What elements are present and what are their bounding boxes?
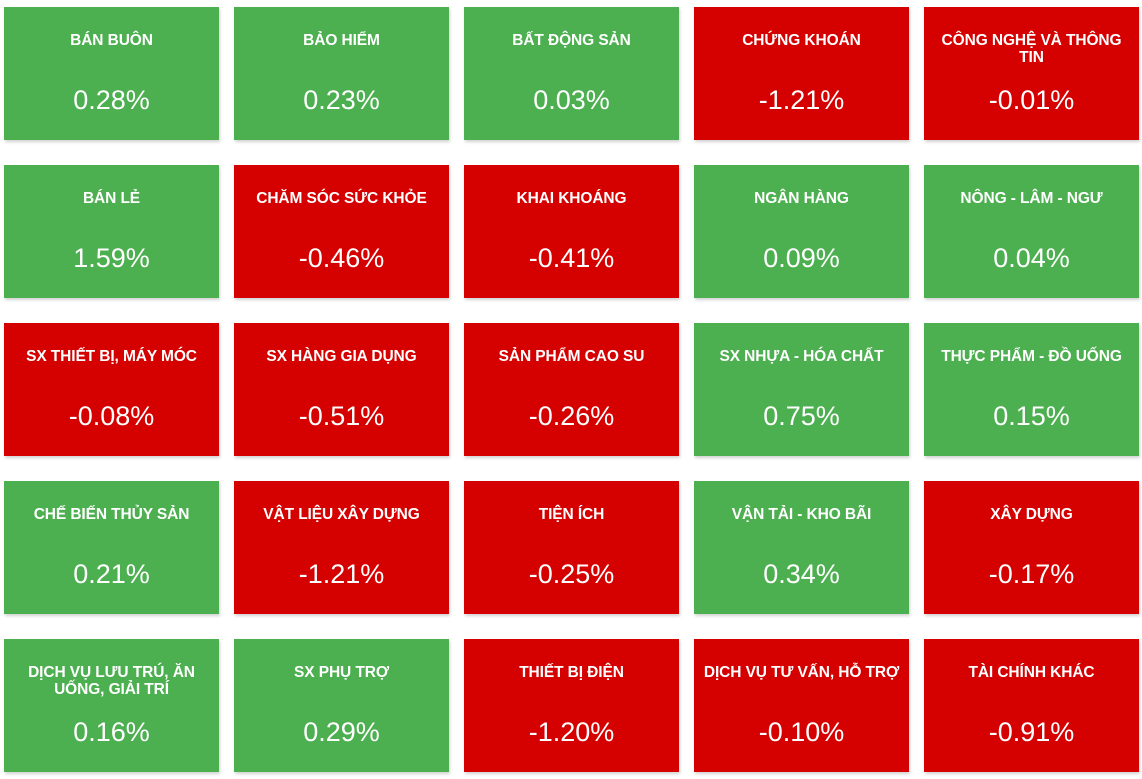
sector-tile[interactable]: TÀI CHÍNH KHÁC -0.91% [924, 639, 1139, 772]
sector-tile[interactable]: NÔNG - LÂM - NGƯ 0.04% [924, 165, 1139, 298]
sector-change: -0.25% [528, 559, 615, 589]
sector-name: KHAI KHOÁNG [516, 190, 627, 207]
sector-tile[interactable]: VẬN TẢI - KHO BÃI 0.34% [694, 481, 909, 614]
sector-name: VẬT LIỆU XÂY DỰNG [263, 506, 420, 523]
sector-tile[interactable]: CHỨNG KHOÁN -1.21% [694, 7, 909, 140]
sector-name: NÔNG - LÂM - NGƯ [960, 190, 1103, 207]
sector-tile[interactable]: SX THIẾT BỊ, MÁY MÓC -0.08% [4, 323, 219, 456]
sector-change: -0.01% [988, 85, 1075, 115]
sector-change: 1.59% [73, 243, 150, 273]
sector-change: -1.21% [298, 559, 385, 589]
sector-change: -0.17% [988, 559, 1075, 589]
sector-change: 0.16% [73, 717, 150, 747]
sector-tile[interactable]: THỰC PHẨM - ĐỒ UỐNG 0.15% [924, 323, 1139, 456]
sector-name: CHẾ BIẾN THỦY SẢN [33, 506, 190, 523]
sector-name: DỊCH VỤ TƯ VẤN, HỖ TRỢ [703, 664, 900, 681]
sector-tile[interactable]: DỊCH VỤ TƯ VẤN, HỖ TRỢ -0.10% [694, 639, 909, 772]
sector-tile[interactable]: DỊCH VỤ LƯU TRÚ, ĂN UỐNG, GIẢI TRÍ 0.16% [4, 639, 219, 772]
sector-tile[interactable]: SX NHỰA - HÓA CHẤT 0.75% [694, 323, 909, 456]
sector-tile[interactable]: KHAI KHOÁNG -0.41% [464, 165, 679, 298]
sector-change: -0.08% [68, 401, 155, 431]
sector-name: SX THIẾT BỊ, MÁY MÓC [26, 348, 197, 365]
sector-name: BÁN BUÔN [70, 32, 153, 49]
sector-change: -1.20% [528, 717, 615, 747]
sector-change: 0.29% [303, 717, 380, 747]
sector-change: -1.21% [758, 85, 845, 115]
sector-change: 0.28% [73, 85, 150, 115]
sector-change: 0.23% [303, 85, 380, 115]
sector-change: -0.46% [298, 243, 385, 273]
sector-tile[interactable]: THIẾT BỊ ĐIỆN -1.20% [464, 639, 679, 772]
sector-name: VẬN TẢI - KHO BÃI [731, 506, 872, 523]
sector-tile[interactable]: SX PHỤ TRỢ 0.29% [234, 639, 449, 772]
sector-name: NGÂN HÀNG [754, 190, 849, 207]
sector-name: SX HÀNG GIA DỤNG [266, 348, 417, 365]
sector-name: BẢO HIỂM [303, 32, 380, 49]
sector-name: CHỨNG KHOÁN [742, 32, 861, 49]
sector-name: CÔNG NGHỆ VÀ THÔNG TIN [941, 32, 1122, 66]
sector-tile[interactable]: VẬT LIỆU XÂY DỰNG -1.21% [234, 481, 449, 614]
sector-change: -0.91% [988, 717, 1075, 747]
sector-tile[interactable]: CHẾ BIẾN THỦY SẢN 0.21% [4, 481, 219, 614]
sector-tile[interactable]: TIỆN ÍCH -0.25% [464, 481, 679, 614]
sector-name: CHĂM SÓC SỨC KHỎE [256, 190, 427, 207]
sector-tile[interactable]: NGÂN HÀNG 0.09% [694, 165, 909, 298]
sector-name: BẤT ĐỘNG SẢN [512, 32, 631, 49]
sector-name: SẢN PHẨM CAO SU [498, 348, 645, 365]
sector-name: XÂY DỰNG [990, 506, 1073, 523]
sector-name: DỊCH VỤ LƯU TRÚ, ĂN UỐNG, GIẢI TRÍ [28, 664, 195, 698]
sector-change: -0.51% [298, 401, 385, 431]
sector-change: -0.26% [528, 401, 615, 431]
sector-tile[interactable]: BÁN BUÔN 0.28% [4, 7, 219, 140]
sector-tile[interactable]: BẤT ĐỘNG SẢN 0.03% [464, 7, 679, 140]
sector-change: 0.03% [533, 85, 610, 115]
sector-name: TÀI CHÍNH KHÁC [968, 664, 1095, 681]
sector-tile[interactable]: BẢO HIỂM 0.23% [234, 7, 449, 140]
sector-change: 0.21% [73, 559, 150, 589]
sector-name: THỰC PHẨM - ĐỒ UỐNG [941, 348, 1122, 365]
sector-name: SX PHỤ TRỢ [294, 664, 389, 681]
sector-change: 0.09% [763, 243, 840, 273]
sector-change: -0.10% [758, 717, 845, 747]
sector-change: 0.34% [763, 559, 840, 589]
sector-tile[interactable]: SX HÀNG GIA DỤNG -0.51% [234, 323, 449, 456]
sector-tile[interactable]: XÂY DỰNG -0.17% [924, 481, 1139, 614]
sector-change: 0.75% [763, 401, 840, 431]
sector-tile[interactable]: CHĂM SÓC SỨC KHỎE -0.46% [234, 165, 449, 298]
sector-name: BÁN LẺ [82, 190, 141, 207]
sector-name: SX NHỰA - HÓA CHẤT [719, 348, 884, 365]
sector-change: 0.04% [993, 243, 1070, 273]
sector-change: 0.15% [993, 401, 1070, 431]
sector-tile[interactable]: SẢN PHẨM CAO SU -0.26% [464, 323, 679, 456]
sector-tile[interactable]: CÔNG NGHỆ VÀ THÔNG TIN -0.01% [924, 7, 1139, 140]
sector-name: THIẾT BỊ ĐIỆN [519, 664, 624, 681]
sector-name: TIỆN ÍCH [538, 506, 605, 523]
sector-change: -0.41% [528, 243, 615, 273]
sector-tile[interactable]: BÁN LẺ 1.59% [4, 165, 219, 298]
